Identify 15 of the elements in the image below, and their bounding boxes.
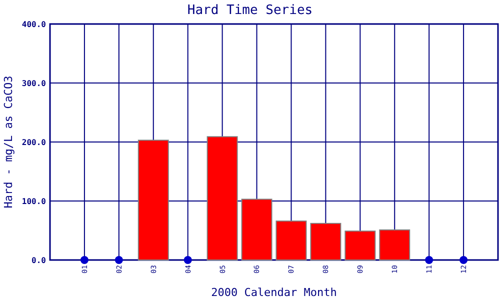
x-axis-title: 2000 Calendar Month xyxy=(211,286,337,299)
y-tick-label: 400.0 xyxy=(22,20,46,29)
bar xyxy=(206,136,238,260)
bar xyxy=(241,198,272,260)
bar xyxy=(310,222,342,260)
bar xyxy=(379,229,410,260)
y-tick-label: 300.0 xyxy=(22,78,46,88)
bar xyxy=(276,220,307,260)
y-tick-label: 0.0 xyxy=(32,256,46,265)
y-tick-label: 100.0 xyxy=(22,196,46,206)
y-axis-title: Hard - mg/L as CaCO3 xyxy=(2,76,15,208)
bar xyxy=(138,140,169,260)
bar xyxy=(344,230,376,260)
y-tick-label: 200.0 xyxy=(22,138,46,147)
chart-title: Hard Time Series xyxy=(187,3,313,18)
